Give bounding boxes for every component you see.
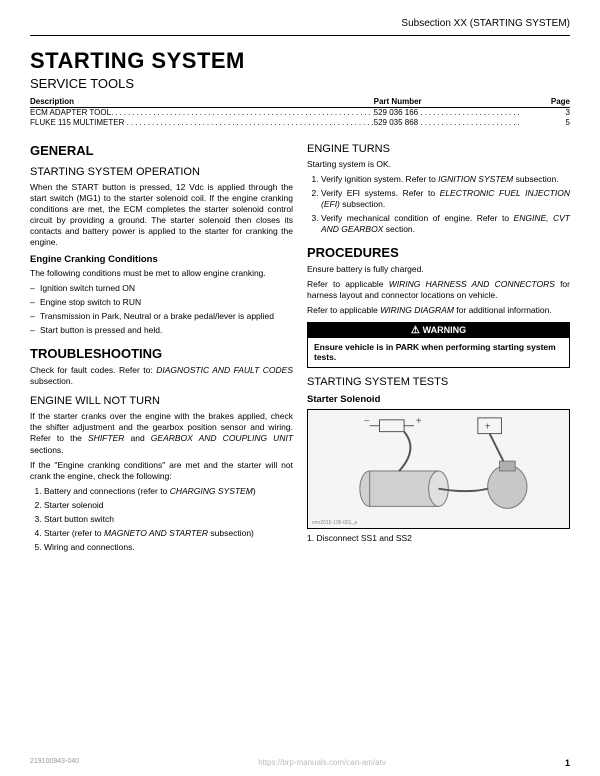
tool-part: 529 036 166 <box>374 108 421 117</box>
trouble-paragraph: Check for fault codes. Refer to: DIAGNOS… <box>30 365 293 387</box>
footer-page-number: 1 <box>565 758 570 768</box>
table-row: ECM ADAPTER TOOL 529 036 166 3 <box>30 108 570 118</box>
page-footer: 219100943-040 https://brp-manuals.com/ca… <box>30 758 570 768</box>
tool-table-header: Description Part Number Page <box>30 97 570 108</box>
proc-p3: Refer to applicable WIRING DIAGRAM for a… <box>307 305 570 316</box>
list-item: Verify ignition system. Refer to IGNITIO… <box>321 174 570 185</box>
tool-desc: FLUKE 115 MULTIMETER <box>30 118 127 127</box>
turns-list: Verify ignition system. Refer to IGNITIO… <box>307 174 570 235</box>
svg-text:+: + <box>416 415 422 426</box>
troubleshooting-heading: TROUBLESHOOTING <box>30 346 293 361</box>
table-row: FLUKE 115 MULTIMETER 529 035 868 5 <box>30 118 570 128</box>
col-part-number: Part Number <box>374 97 521 106</box>
operation-heading: STARTING SYSTEM OPERATION <box>30 166 293 178</box>
notturn-p1: If the starter cranks over the engine wi… <box>30 411 293 455</box>
list-item: Transmission in Park, Neutral or a brake… <box>40 311 293 322</box>
subsection-label: Subsection XX (STARTING SYSTEM) <box>401 18 570 29</box>
tool-desc: ECM ADAPTER TOOL <box>30 108 111 117</box>
svg-text:−: − <box>364 415 370 426</box>
will-not-turn-heading: ENGINE WILL NOT TURN <box>30 395 293 407</box>
list-item: Engine stop switch to RUN <box>40 297 293 308</box>
warning-heading: WARNING <box>308 323 569 338</box>
list-item: Start button is pressed and held. <box>40 325 293 336</box>
engine-turns-heading: ENGINE TURNS <box>307 143 570 155</box>
list-item: Wiring and connections. <box>44 542 293 553</box>
service-tools-heading: SERVICE TOOLS <box>30 76 570 91</box>
col-page: Page <box>521 97 570 106</box>
page-title: STARTING SYSTEM <box>30 48 570 74</box>
solenoid-heading: Starter Solenoid <box>307 394 570 405</box>
proc-p1: Ensure battery is fully charged. <box>307 264 570 275</box>
notturn-p2: If the "Engine cranking conditions" are … <box>30 460 293 482</box>
cranking-heading: Engine Cranking Conditions <box>30 254 293 265</box>
col-description: Description <box>30 97 374 106</box>
notturn-list: Battery and connections (refer to CHARGI… <box>30 486 293 553</box>
list-item: Ignition switch turned ON <box>40 283 293 294</box>
diagram-id-label: vmr2015-135-001_a <box>312 520 357 526</box>
footer-url: https://brp-manuals.com/can-am/atv <box>258 758 386 768</box>
footer-doc-id: 219100943-040 <box>30 758 79 768</box>
warning-box: WARNING Ensure vehicle is in PARK when p… <box>307 322 570 367</box>
turns-intro: Starting system is OK. <box>307 159 570 170</box>
list-item: Starter (refer to MAGNETO AND STARTER su… <box>44 528 293 539</box>
list-item: Verify mechanical condition of engine. R… <box>321 213 570 235</box>
procedures-heading: PROCEDURES <box>307 245 570 260</box>
tests-heading: STARTING SYSTEM TESTS <box>307 376 570 388</box>
tool-page: 5 <box>521 118 570 128</box>
cranking-list: Ignition switch turned ON Engine stop sw… <box>30 283 293 336</box>
list-item: Battery and connections (refer to CHARGI… <box>44 486 293 497</box>
page-header: Subsection XX (STARTING SYSTEM) <box>30 18 570 36</box>
cranking-intro: The following conditions must be met to … <box>30 268 293 279</box>
tool-page: 3 <box>521 108 570 118</box>
proc-p2: Refer to applicable WIRING HARNESS AND C… <box>307 279 570 301</box>
tool-part: 529 035 868 <box>374 118 421 127</box>
list-item: Starter solenoid <box>44 500 293 511</box>
right-column: ENGINE TURNS Starting system is OK. Veri… <box>307 143 570 556</box>
left-column: GENERAL STARTING SYSTEM OPERATION When t… <box>30 143 293 556</box>
svg-text:+: + <box>485 421 491 432</box>
list-item: Start button switch <box>44 514 293 525</box>
starter-solenoid-diagram: − + + vmr <box>307 409 570 529</box>
general-heading: GENERAL <box>30 143 293 158</box>
operation-paragraph: When the START button is pressed, 12 Vdc… <box>30 182 293 248</box>
list-item: Verify EFI systems. Refer to ELECTRONIC … <box>321 188 570 210</box>
warning-body: Ensure vehicle is in PARK when performin… <box>308 338 569 366</box>
diagram-caption: 1. Disconnect SS1 and SS2 <box>307 533 570 543</box>
